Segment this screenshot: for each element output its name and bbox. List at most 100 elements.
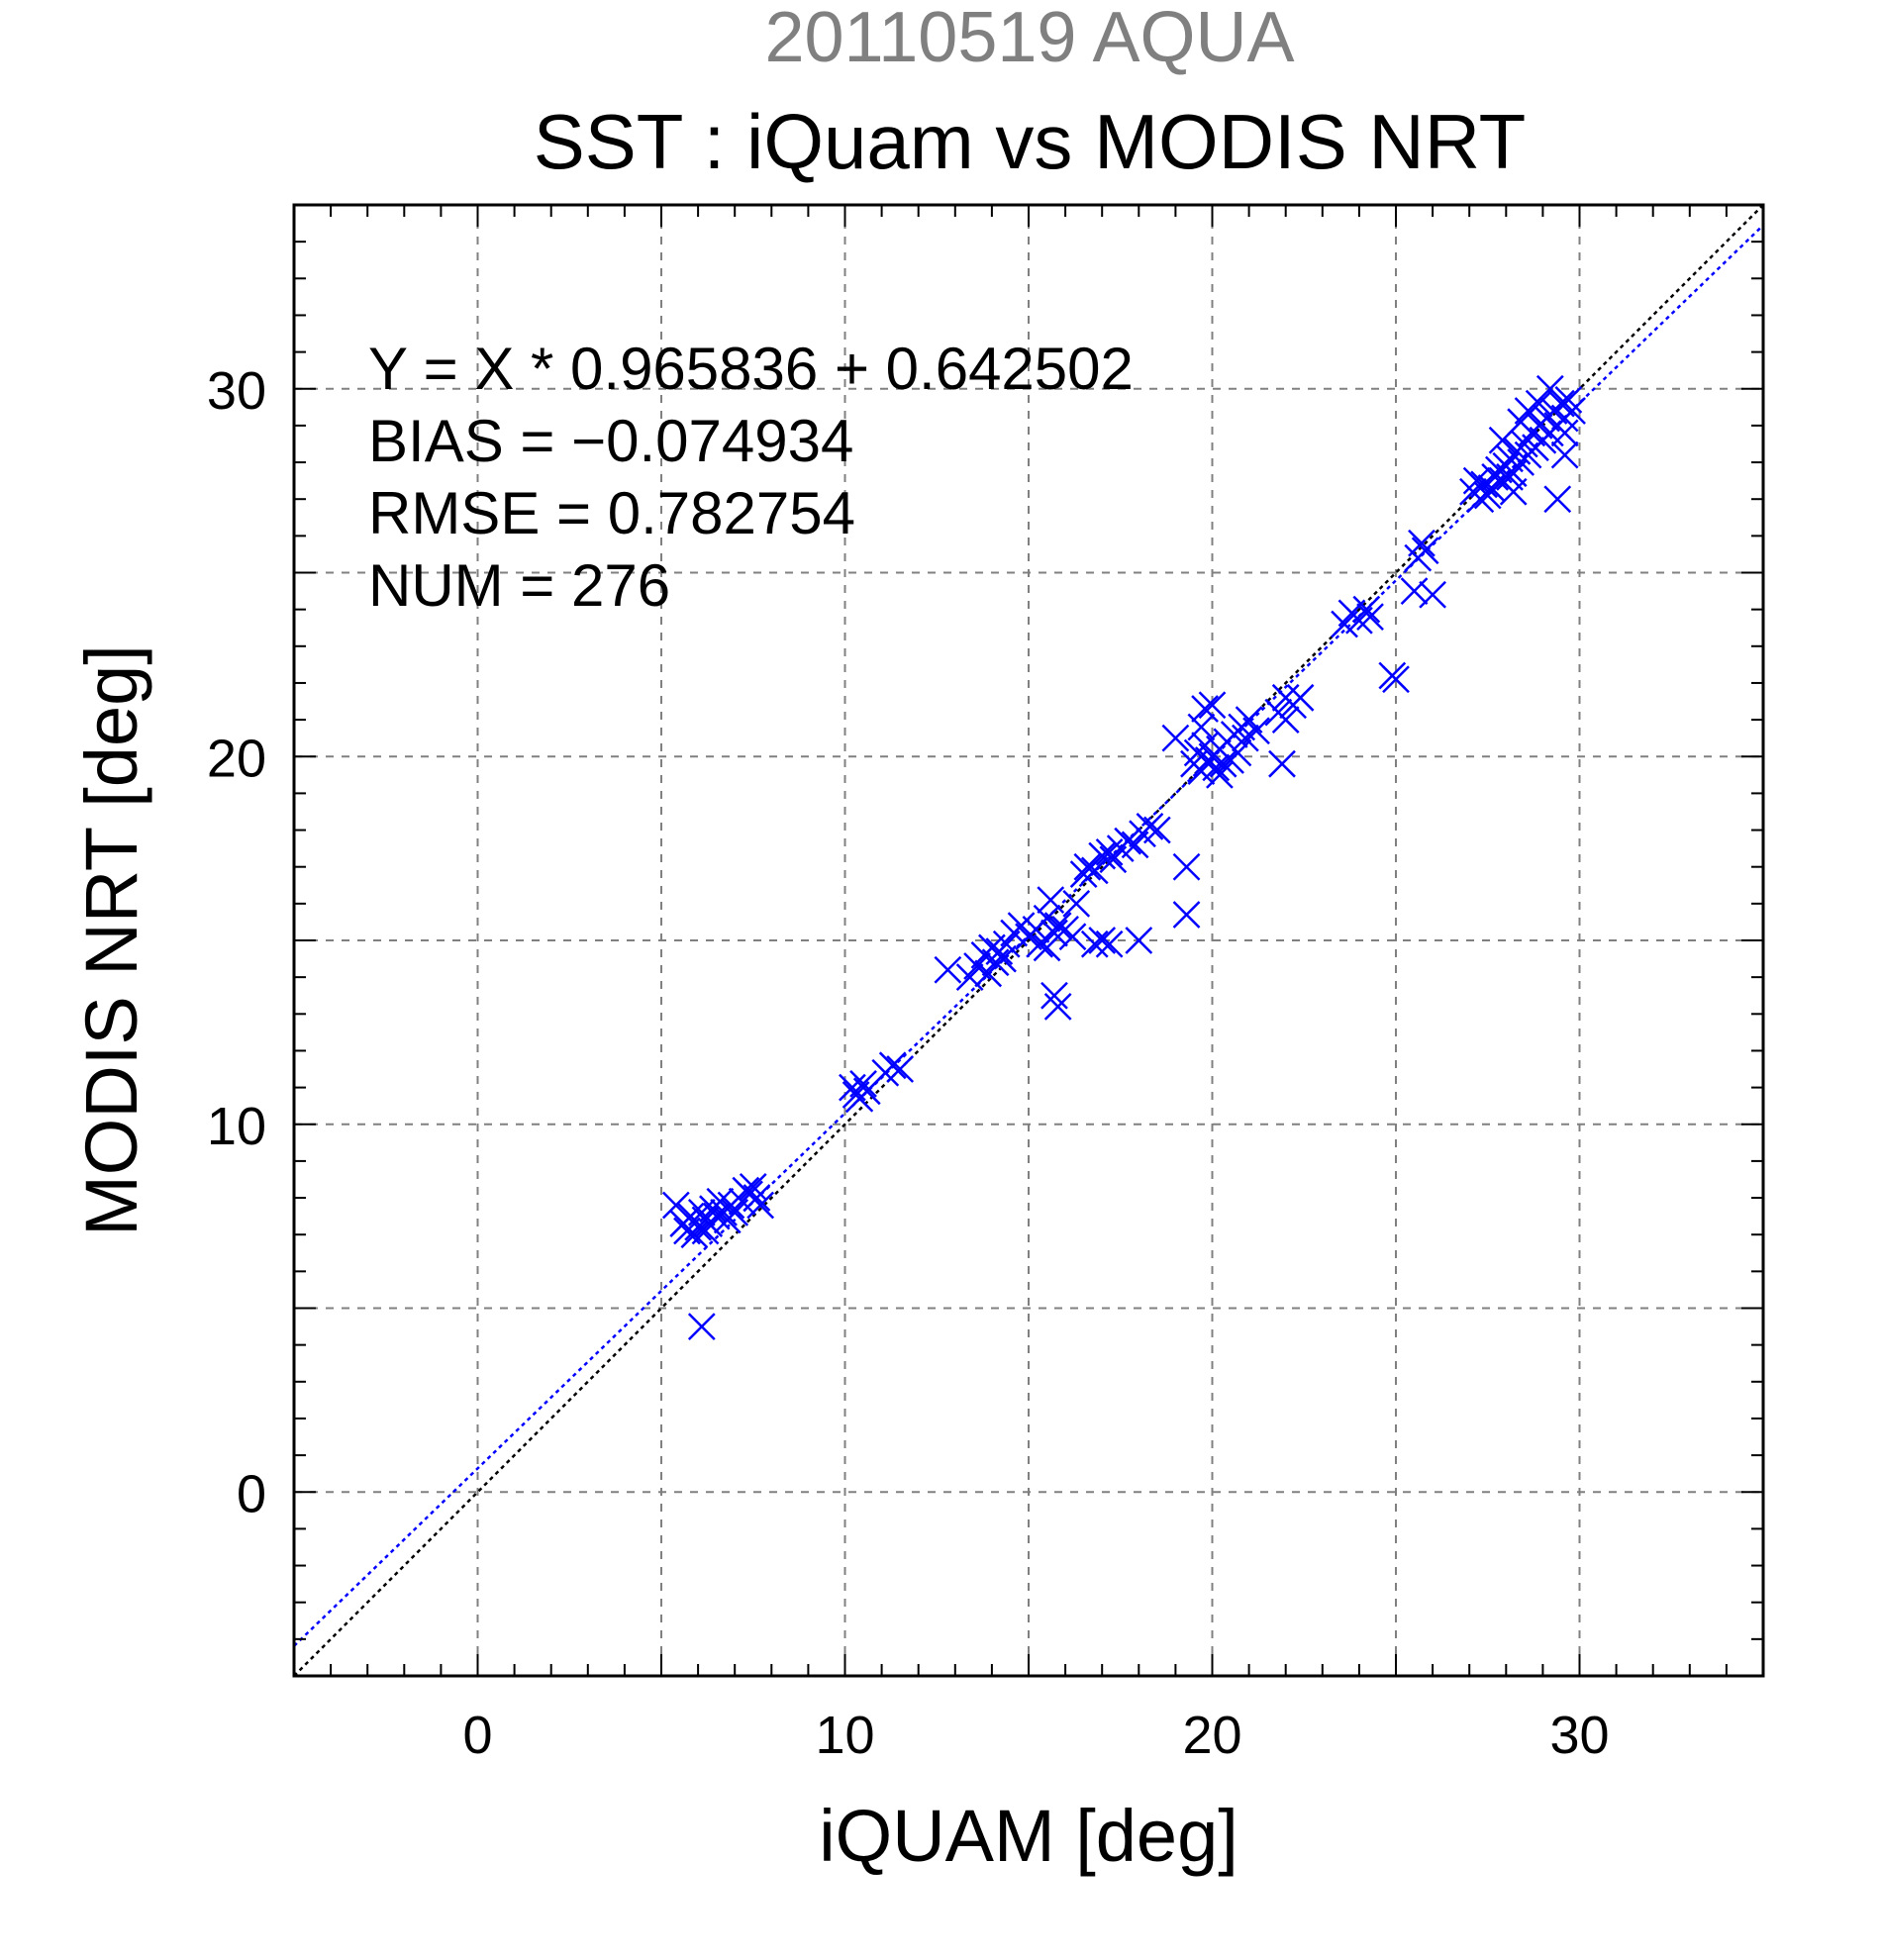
x-tick-label: 20 xyxy=(1182,1706,1241,1765)
data-point xyxy=(1088,841,1117,870)
data-point xyxy=(680,1221,709,1249)
data-point-stroke xyxy=(680,1221,709,1249)
data-point-stroke xyxy=(1206,760,1234,789)
data-point xyxy=(1352,595,1381,624)
data-point-stroke xyxy=(1033,904,1061,932)
data-point xyxy=(1043,912,1072,940)
data-point xyxy=(1462,466,1491,495)
data-point xyxy=(1088,927,1117,954)
data-point xyxy=(1136,812,1164,840)
data-point-stroke xyxy=(1235,706,1263,734)
data-point xyxy=(1242,717,1270,745)
data-point-stroke xyxy=(1191,695,1219,723)
data-point xyxy=(934,955,962,984)
data-point-stroke xyxy=(1356,603,1384,631)
data-point-stroke xyxy=(1125,927,1153,954)
data-point-stroke xyxy=(1202,753,1231,782)
data-point-stroke xyxy=(1400,577,1429,605)
stats-line: NUM = 276 xyxy=(368,552,670,619)
data-point xyxy=(687,1313,716,1340)
data-point-stroke xyxy=(691,1206,720,1234)
data-point xyxy=(1058,923,1087,951)
data-point-stroke xyxy=(1382,665,1410,694)
data-point-stroke xyxy=(1209,749,1238,778)
data-point xyxy=(1382,665,1410,694)
data-point-stroke xyxy=(1043,912,1072,940)
data-point xyxy=(1550,419,1579,447)
data-point xyxy=(1095,930,1124,958)
data-point-stroke xyxy=(746,1191,775,1220)
data-point-stroke xyxy=(1080,856,1109,885)
data-point-stroke xyxy=(687,1199,716,1226)
data-point-stroke xyxy=(1268,749,1296,778)
data-point-stroke xyxy=(732,1176,760,1205)
data-point-stroke xyxy=(1058,923,1087,951)
data-point xyxy=(1037,886,1065,915)
data-point xyxy=(1172,901,1201,929)
data-point-stroke xyxy=(1095,837,1124,866)
data-point-stroke xyxy=(839,1073,866,1102)
data-point xyxy=(1271,706,1300,734)
data-point-stroke xyxy=(852,1077,881,1106)
data-point xyxy=(1271,683,1300,712)
data-point-stroke xyxy=(1419,580,1446,609)
data-point-stroke xyxy=(1499,477,1528,506)
data-point xyxy=(1411,537,1439,565)
stats-line: Y = X * 0.965836 + 0.642502 xyxy=(368,336,1134,402)
data-point-stroke xyxy=(1286,683,1315,712)
data-point xyxy=(661,1191,690,1220)
data-point-stroke xyxy=(1043,992,1072,1021)
data-point-stroke xyxy=(1007,912,1036,940)
y-tick-label: 20 xyxy=(207,729,266,788)
chart-title: SST : iQuam vs MODIS NRT xyxy=(534,98,1527,185)
data-point xyxy=(1073,852,1102,881)
data-point xyxy=(1535,374,1564,403)
data-point xyxy=(1558,397,1586,425)
data-point xyxy=(1062,889,1091,918)
data-point xyxy=(1161,724,1190,752)
stats-line: RMSE = 0.782754 xyxy=(368,480,855,546)
data-point-stroke xyxy=(1411,537,1439,565)
data-point-stroke xyxy=(1496,463,1524,491)
data-point xyxy=(1040,919,1068,947)
y-tick-label: 30 xyxy=(207,361,266,421)
chart-supertitle: 20110519 AQUA xyxy=(764,0,1294,77)
data-point xyxy=(732,1176,760,1205)
data-point-stroke xyxy=(1142,816,1171,844)
data-point xyxy=(1543,485,1572,514)
data-point xyxy=(739,1173,767,1201)
data-point-stroke xyxy=(673,1217,701,1245)
data-point-stroke xyxy=(934,955,962,984)
data-point xyxy=(1496,463,1524,491)
data-point xyxy=(673,1217,701,1245)
data-point xyxy=(1206,760,1234,789)
data-point-stroke xyxy=(1554,386,1583,414)
data-point-stroke xyxy=(1062,889,1091,918)
identity-line xyxy=(293,204,1764,1677)
data-point-stroke xyxy=(1547,389,1575,418)
data-point-stroke xyxy=(1088,927,1117,954)
data-point xyxy=(1356,603,1384,631)
data-point xyxy=(1419,580,1446,609)
data-point-stroke xyxy=(1198,691,1227,720)
stats-line: BIAS = −0.074934 xyxy=(368,408,853,474)
data-point xyxy=(1114,827,1142,855)
data-point-stroke xyxy=(1161,724,1190,752)
data-point xyxy=(1400,577,1429,605)
data-point-stroke xyxy=(1271,683,1300,712)
data-point xyxy=(1033,933,1061,962)
data-point-stroke xyxy=(1080,930,1109,958)
data-point-stroke xyxy=(1114,827,1142,855)
data-point-stroke xyxy=(981,948,1010,977)
data-points xyxy=(661,374,1586,1340)
y-axis-label: MODIS NRT [deg] xyxy=(70,644,152,1236)
data-point-stroke xyxy=(706,1187,735,1216)
data-point-stroke xyxy=(742,1184,771,1212)
data-point-stroke xyxy=(1088,841,1117,870)
data-point xyxy=(878,1051,907,1080)
data-point-stroke xyxy=(1073,852,1102,881)
data-point-stroke xyxy=(1271,706,1300,734)
data-point-stroke xyxy=(1352,595,1381,624)
